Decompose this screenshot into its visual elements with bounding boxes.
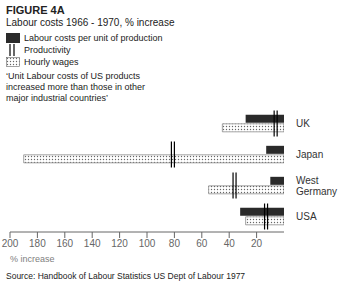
- svg-text:UK: UK: [296, 118, 310, 129]
- svg-text:Japan: Japan: [296, 149, 323, 160]
- html-text:major industrial countries’: major industrial countries’: [6, 93, 108, 103]
- svg-text:WestGermany: WestGermany: [296, 175, 337, 197]
- svg-text:20: 20: [251, 238, 263, 249]
- svg-text:120: 120: [111, 238, 128, 249]
- html-text:Labour costs 1966 - 1970, % in: Labour costs 1966 - 1970, % increase: [6, 17, 175, 28]
- html-text:Labour costs per unit of produ: Labour costs per unit of production: [24, 33, 163, 43]
- svg-text:60: 60: [196, 238, 208, 249]
- html-text:Hourly wages: Hourly wages: [24, 57, 79, 67]
- html-text:FIGURE 4A: FIGURE 4A: [6, 4, 65, 16]
- svg-text:100: 100: [139, 238, 156, 249]
- svg-text:160: 160: [56, 238, 73, 249]
- html-text:increased more than those in o: increased more than those in other: [6, 82, 146, 92]
- html-text:Productivity: Productivity: [24, 45, 71, 55]
- html-text:‘Unit Labour costs of US produ: ‘Unit Labour costs of US products: [6, 71, 141, 81]
- svg-text:USA: USA: [296, 211, 317, 222]
- svg-text:180: 180: [29, 238, 46, 249]
- svg-text:80: 80: [169, 238, 181, 249]
- html-text:Source: Handbook of Labour Sta: Source: Handbook of Labour Statistics US…: [6, 271, 246, 281]
- svg-text:140: 140: [84, 238, 101, 249]
- svg-text:40: 40: [224, 238, 236, 249]
- svg-text:200: 200: [8, 238, 19, 249]
- svg-text:% increase: % increase: [10, 254, 55, 262]
